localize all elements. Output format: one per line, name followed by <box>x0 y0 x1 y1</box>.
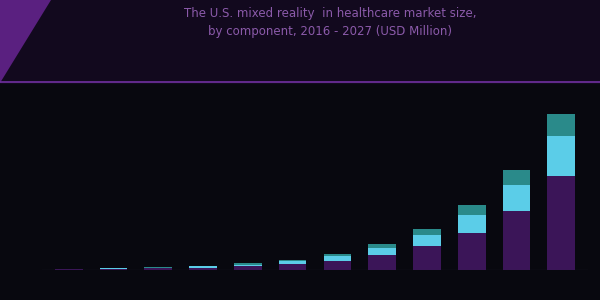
Bar <box>189 268 217 270</box>
Bar <box>279 261 307 264</box>
Bar <box>368 248 396 255</box>
Bar <box>547 114 575 136</box>
Bar <box>458 214 485 232</box>
Bar <box>189 266 217 268</box>
Bar <box>503 184 530 211</box>
Legend: Hardware, Software, Services: Hardware, Software, Services <box>153 299 346 300</box>
Text: The U.S. mixed reality  in healthcare market size,
by component, 2016 - 2027 (US: The U.S. mixed reality in healthcare mar… <box>184 8 476 38</box>
Bar <box>503 170 530 184</box>
Bar <box>100 269 127 270</box>
Bar <box>323 256 351 261</box>
Bar <box>279 264 307 270</box>
Bar <box>413 229 441 235</box>
Bar <box>458 232 485 270</box>
Bar <box>368 244 396 248</box>
Bar <box>458 205 485 214</box>
Bar <box>547 136 575 176</box>
Bar <box>503 211 530 270</box>
Bar <box>323 254 351 256</box>
Bar <box>55 269 83 270</box>
Bar <box>100 268 127 269</box>
Bar <box>323 261 351 270</box>
Bar <box>145 267 172 268</box>
Bar <box>234 266 262 270</box>
Bar <box>547 176 575 270</box>
Bar <box>368 255 396 270</box>
Bar <box>413 235 441 246</box>
Bar <box>234 263 262 265</box>
Bar <box>234 265 262 266</box>
Bar <box>279 260 307 261</box>
Bar <box>145 268 172 270</box>
Bar <box>413 246 441 270</box>
